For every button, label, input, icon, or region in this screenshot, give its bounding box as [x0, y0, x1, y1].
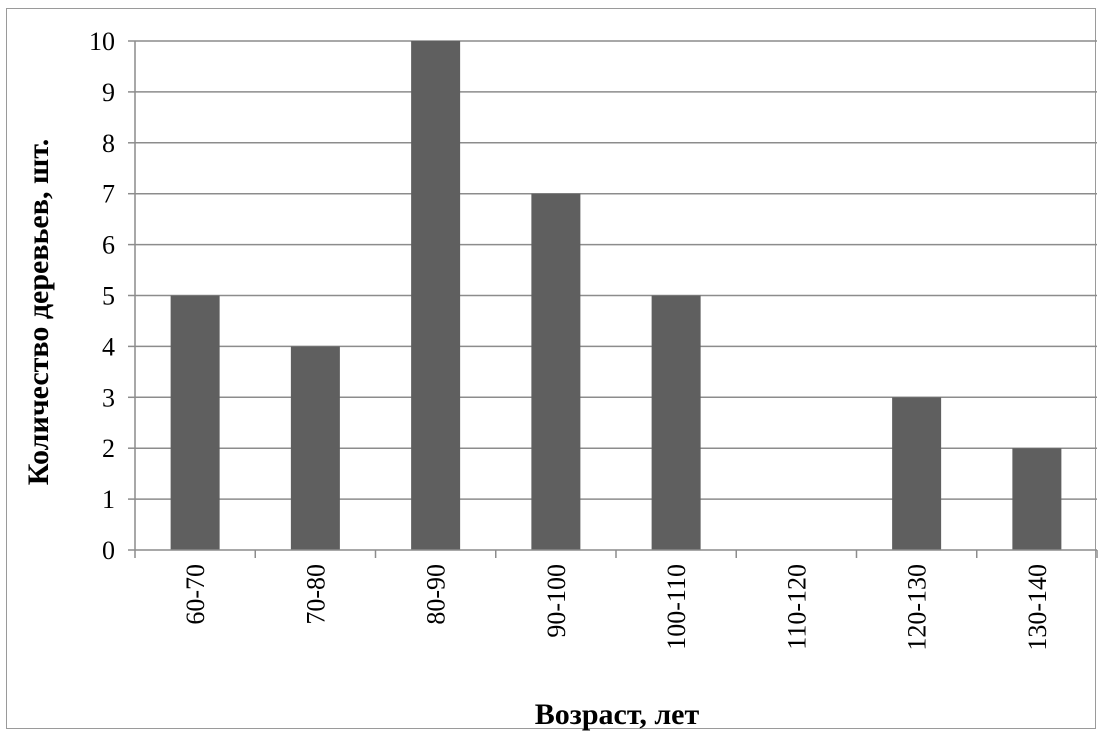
y-tick-label: 2	[102, 434, 115, 463]
x-tick-label: 60-70	[181, 564, 210, 625]
y-tick-labels: 0 1 2 3 4 5 6 7 8 9 10	[89, 27, 115, 565]
x-tick-labels: 60-70 70-80 80-90 90-100 100-110 110-120 120-1…	[181, 564, 1052, 651]
y-tick-label: 4	[102, 332, 115, 361]
bars	[170, 41, 1062, 550]
y-tick-label: 5	[102, 282, 115, 311]
x-tick-label: 120-130	[903, 564, 932, 651]
y-axis-title: Количество деревьев, шт.	[22, 139, 55, 486]
y-tick-label: 1	[102, 485, 115, 514]
y-tick-label: 0	[102, 536, 115, 565]
x-tick-label: 130-140	[1023, 564, 1052, 651]
axes	[128, 40, 1098, 558]
bar-90-100	[531, 193, 581, 550]
y-tick-label: 9	[102, 78, 115, 107]
bar-70-80	[290, 346, 340, 550]
y-tick-label: 10	[89, 27, 115, 56]
bar-100-110	[651, 295, 701, 550]
x-tick-label: 110-120	[782, 564, 811, 650]
x-tick-label: 80-90	[422, 564, 451, 625]
y-tick-label: 6	[102, 231, 115, 260]
x-tick-label: 100-110	[662, 564, 691, 650]
bar-60-70	[170, 295, 220, 550]
x-axis-title: Возраст, лет	[535, 698, 700, 731]
y-tick-label: 7	[102, 180, 115, 209]
bar-80-90	[411, 41, 461, 550]
gridlines	[135, 40, 1097, 500]
bar-120-130	[892, 397, 942, 550]
x-tick-label: 90-100	[542, 564, 571, 638]
x-tick-label: 70-80	[301, 564, 330, 625]
y-tick-label: 8	[102, 129, 115, 158]
bar-130-140	[1012, 448, 1062, 550]
y-tick-label: 3	[102, 383, 115, 412]
chart-frame	[6, 8, 1096, 729]
